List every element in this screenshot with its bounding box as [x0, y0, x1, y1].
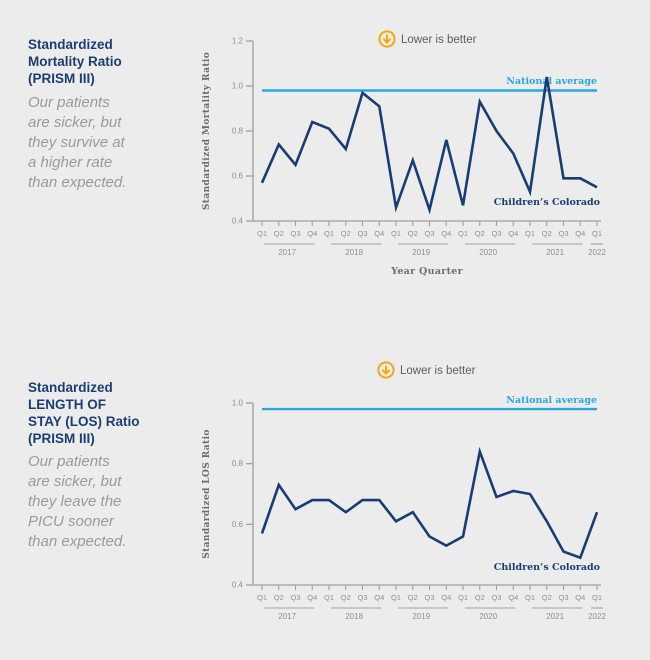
down-arrow-head: [383, 38, 391, 44]
y-tick-label: 1.0: [232, 82, 244, 91]
quarter-label: Q4: [441, 229, 451, 238]
quarter-label: Q3: [290, 593, 300, 602]
quarter-label: Q2: [341, 229, 351, 238]
mortality-chart: 0.4 0.6 0.8 1.0 1.2 Q1 Q2 Q3 Q4 Q1 Q2 Q3 Q4 Q1 Q2 Q3 Q4 Q…: [202, 30, 606, 277]
year-label: 2021: [546, 612, 564, 621]
year-label: 2020: [479, 248, 497, 257]
year-label: 2022: [588, 248, 606, 257]
quarter-label: Q1: [257, 593, 267, 602]
year-label: 2020: [479, 612, 497, 621]
los-panel-subtext: Our patients are sicker, but they leave …: [28, 453, 127, 550]
quarter-label: Q1: [525, 229, 535, 238]
x-axis-title: Year Quarter: [390, 266, 464, 277]
series-label: Children’s Colorado: [494, 197, 600, 208]
y-axis-title: Standardized Mortality Ratio: [202, 52, 212, 210]
quarter-label: Q2: [475, 593, 485, 602]
quarter-label: Q1: [391, 229, 401, 238]
y-tick-label: 0.4: [232, 581, 244, 590]
los-panel-heading: Standardized LENGTH OF STAY (LOS) Ratio …: [28, 380, 140, 446]
y-tick-label: 1.2: [232, 37, 244, 46]
quarter-label: Q2: [274, 229, 284, 238]
y-axis-title: Standardized LOS Ratio: [202, 429, 212, 559]
quarter-label: Q1: [324, 593, 334, 602]
quarter-label: Q2: [542, 593, 552, 602]
y-tick-label: 0.6: [232, 520, 244, 529]
national-average-label: National average: [506, 76, 597, 87]
year-label: 2018: [345, 612, 363, 621]
quarter-label: Q4: [374, 593, 384, 602]
quarter-label: Q2: [274, 593, 284, 602]
lower-is-better-label: Lower is better: [401, 34, 477, 46]
quarter-label: Q3: [424, 229, 434, 238]
national-average-label: National average: [506, 395, 597, 406]
year-label: 2019: [412, 248, 430, 257]
quarter-label: Q1: [458, 593, 468, 602]
year-label: 2018: [345, 248, 363, 257]
quarter-label: Q4: [575, 593, 585, 602]
quarter-label: Q3: [558, 593, 568, 602]
quarter-label: Q1: [592, 229, 602, 238]
quarter-label: Q1: [592, 593, 602, 602]
quarter-label: Q4: [307, 593, 317, 602]
down-arrow-head: [382, 369, 390, 375]
y-tick-label: 0.4: [232, 217, 244, 226]
quarter-label: Q2: [475, 229, 485, 238]
y-tick-label: 0.8: [232, 459, 244, 468]
data-line: [260, 446, 599, 560]
year-label: 2021: [546, 248, 564, 257]
quarter-label: Q4: [307, 229, 317, 238]
quarter-label: Q4: [575, 229, 585, 238]
quarter-label: Q3: [491, 229, 501, 238]
y-tick-label: 1.0: [232, 399, 244, 408]
year-label: 2022: [588, 612, 606, 621]
data-line: [260, 76, 598, 215]
year-label: 2017: [278, 612, 296, 621]
quarter-label: Q2: [408, 593, 418, 602]
down-arrow-icon: [378, 30, 396, 48]
quarter-label: Q3: [558, 229, 568, 238]
quarter-label: Q1: [458, 229, 468, 238]
y-tick-label: 0.8: [232, 127, 244, 136]
quarter-label: Q1: [257, 229, 267, 238]
year-label: 2017: [278, 248, 296, 257]
y-tick-label: 0.6: [232, 172, 244, 181]
year-label: 2019: [412, 612, 430, 621]
quarter-label: Q3: [424, 593, 434, 602]
quarter-label: Q2: [542, 229, 552, 238]
quarter-label: Q4: [508, 229, 518, 238]
lower-is-better-label: Lower is better: [400, 365, 476, 377]
quarter-label: Q4: [441, 593, 451, 602]
quarter-label: Q2: [408, 229, 418, 238]
down-arrow-icon: [377, 361, 395, 379]
quarter-label: Q4: [508, 593, 518, 602]
quarter-label: Q3: [491, 593, 501, 602]
quarter-label: Q1: [391, 593, 401, 602]
quarter-label: Q4: [374, 229, 384, 238]
quarter-label: Q1: [324, 229, 334, 238]
los-chart: 0.4 0.6 0.8 1.0 Q1 Q2 Q3 Q4 Q1 Q2 Q3 Q4 Q1 Q2 Q3 Q4 Q1 Q2…: [202, 361, 606, 621]
mortality-panel-heading: Standardized Mortality Ratio (PRISM III): [28, 37, 122, 86]
quarter-label: Q3: [357, 229, 367, 238]
quarter-label: Q2: [341, 593, 351, 602]
quarter-label: Q1: [525, 593, 535, 602]
series-label: Children’s Colorado: [494, 562, 600, 573]
quarter-label: Q3: [290, 229, 300, 238]
quarter-label: Q3: [357, 593, 367, 602]
mortality-panel-subtext: Our patients are sicker, but they surviv…: [28, 94, 127, 191]
